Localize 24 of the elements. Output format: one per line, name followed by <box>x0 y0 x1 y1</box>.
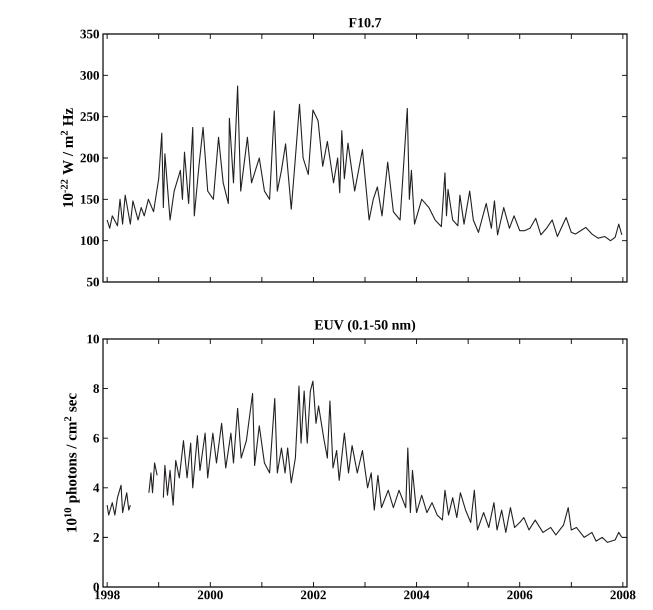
x-tick-label: 1998 <box>95 590 120 600</box>
y-tick-label: 4 <box>93 484 100 492</box>
y-tick-label: 100 <box>81 236 99 246</box>
y-axis-title: 10$^{-22}$ W / m$^{2}$ Hz <box>60 108 74 207</box>
y-tick-label: 0 <box>93 582 99 592</box>
y-tick-label: 6 <box>93 434 100 443</box>
x-tick-label: 2006 <box>507 590 532 600</box>
y-tick-label: 10 <box>88 334 99 344</box>
y-tick-label: 8 <box>93 384 100 393</box>
x-tick-label: 2008 <box>610 590 636 600</box>
x-tick-label: 2002 <box>300 590 326 600</box>
y-tick-label: 2 <box>94 533 99 542</box>
y-tick-label: 300 <box>80 70 99 80</box>
y-tick-label: 350 <box>80 30 99 38</box>
chart-title: F10.7 <box>348 18 382 28</box>
line-series <box>106 86 622 242</box>
y-axis-title: 10$^{10}$ photons / cm$^{2}$ sec <box>64 393 80 532</box>
y-tick-label: 250 <box>80 112 99 122</box>
y-tick-label: 150 <box>81 194 99 204</box>
x-tick-label: 2000 <box>198 590 223 600</box>
y-tick-label: 50 <box>86 278 99 286</box>
y-tick-label: 200 <box>80 154 99 162</box>
x-tick-label: 2004 <box>404 590 430 600</box>
chart-title: EUV (0.1-50 nm) <box>314 320 416 332</box>
